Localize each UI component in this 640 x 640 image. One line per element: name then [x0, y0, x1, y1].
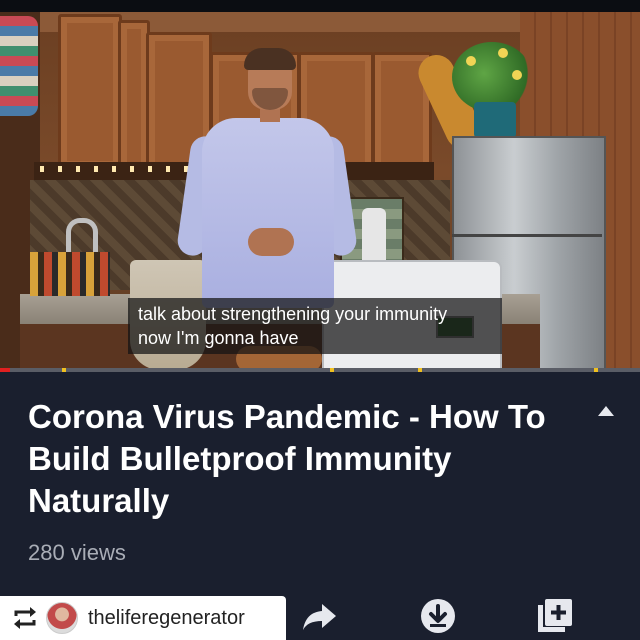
video-scene-bottles [30, 252, 110, 296]
status-bar [0, 0, 640, 12]
video-scene-pot [474, 102, 516, 138]
video-scene-fridge-split [452, 234, 602, 237]
video-player[interactable]: talk about strengthening your immunity n… [0, 12, 640, 370]
presenter-beard [252, 88, 288, 110]
chevron-up-icon[interactable] [596, 404, 616, 418]
video-progress-fill [0, 368, 10, 372]
video-scene-towels [0, 16, 38, 116]
video-title[interactable]: Corona Virus Pandemic - How To Build Bul… [28, 398, 546, 519]
video-progress-bar[interactable] [0, 368, 640, 372]
video-scene-flower [466, 56, 476, 66]
chapter-marker [594, 368, 598, 372]
share-icon[interactable] [300, 596, 340, 636]
chapter-marker [330, 368, 334, 372]
view-count: 280 views [28, 540, 126, 565]
repost-badge[interactable]: theliferegenerator [0, 596, 286, 640]
presenter-torso [202, 118, 334, 308]
video-presenter [175, 48, 359, 370]
video-scene-flower [512, 70, 522, 80]
video-scene-cabinet [58, 14, 122, 170]
account-handle[interactable]: theliferegenerator [88, 606, 245, 629]
add-to-playlist-icon[interactable] [534, 596, 574, 636]
caption-line: now I'm gonna have [138, 328, 299, 348]
presenter-neck [260, 108, 280, 122]
presenter-hands [248, 228, 294, 256]
video-caption: talk about strengthening your immunity n… [128, 298, 502, 354]
presenter-hair [244, 48, 296, 70]
video-scene-lights [40, 166, 200, 172]
chapter-marker [418, 368, 422, 372]
caption-line: talk about strengthening your immunity [138, 304, 448, 324]
download-icon[interactable] [418, 596, 458, 636]
chapter-marker [62, 368, 66, 372]
action-bar [0, 586, 640, 640]
video-scene-flower [498, 48, 508, 58]
video-scene-ceiling [0, 12, 640, 32]
repost-icon [14, 607, 36, 629]
avatar[interactable] [46, 602, 78, 634]
